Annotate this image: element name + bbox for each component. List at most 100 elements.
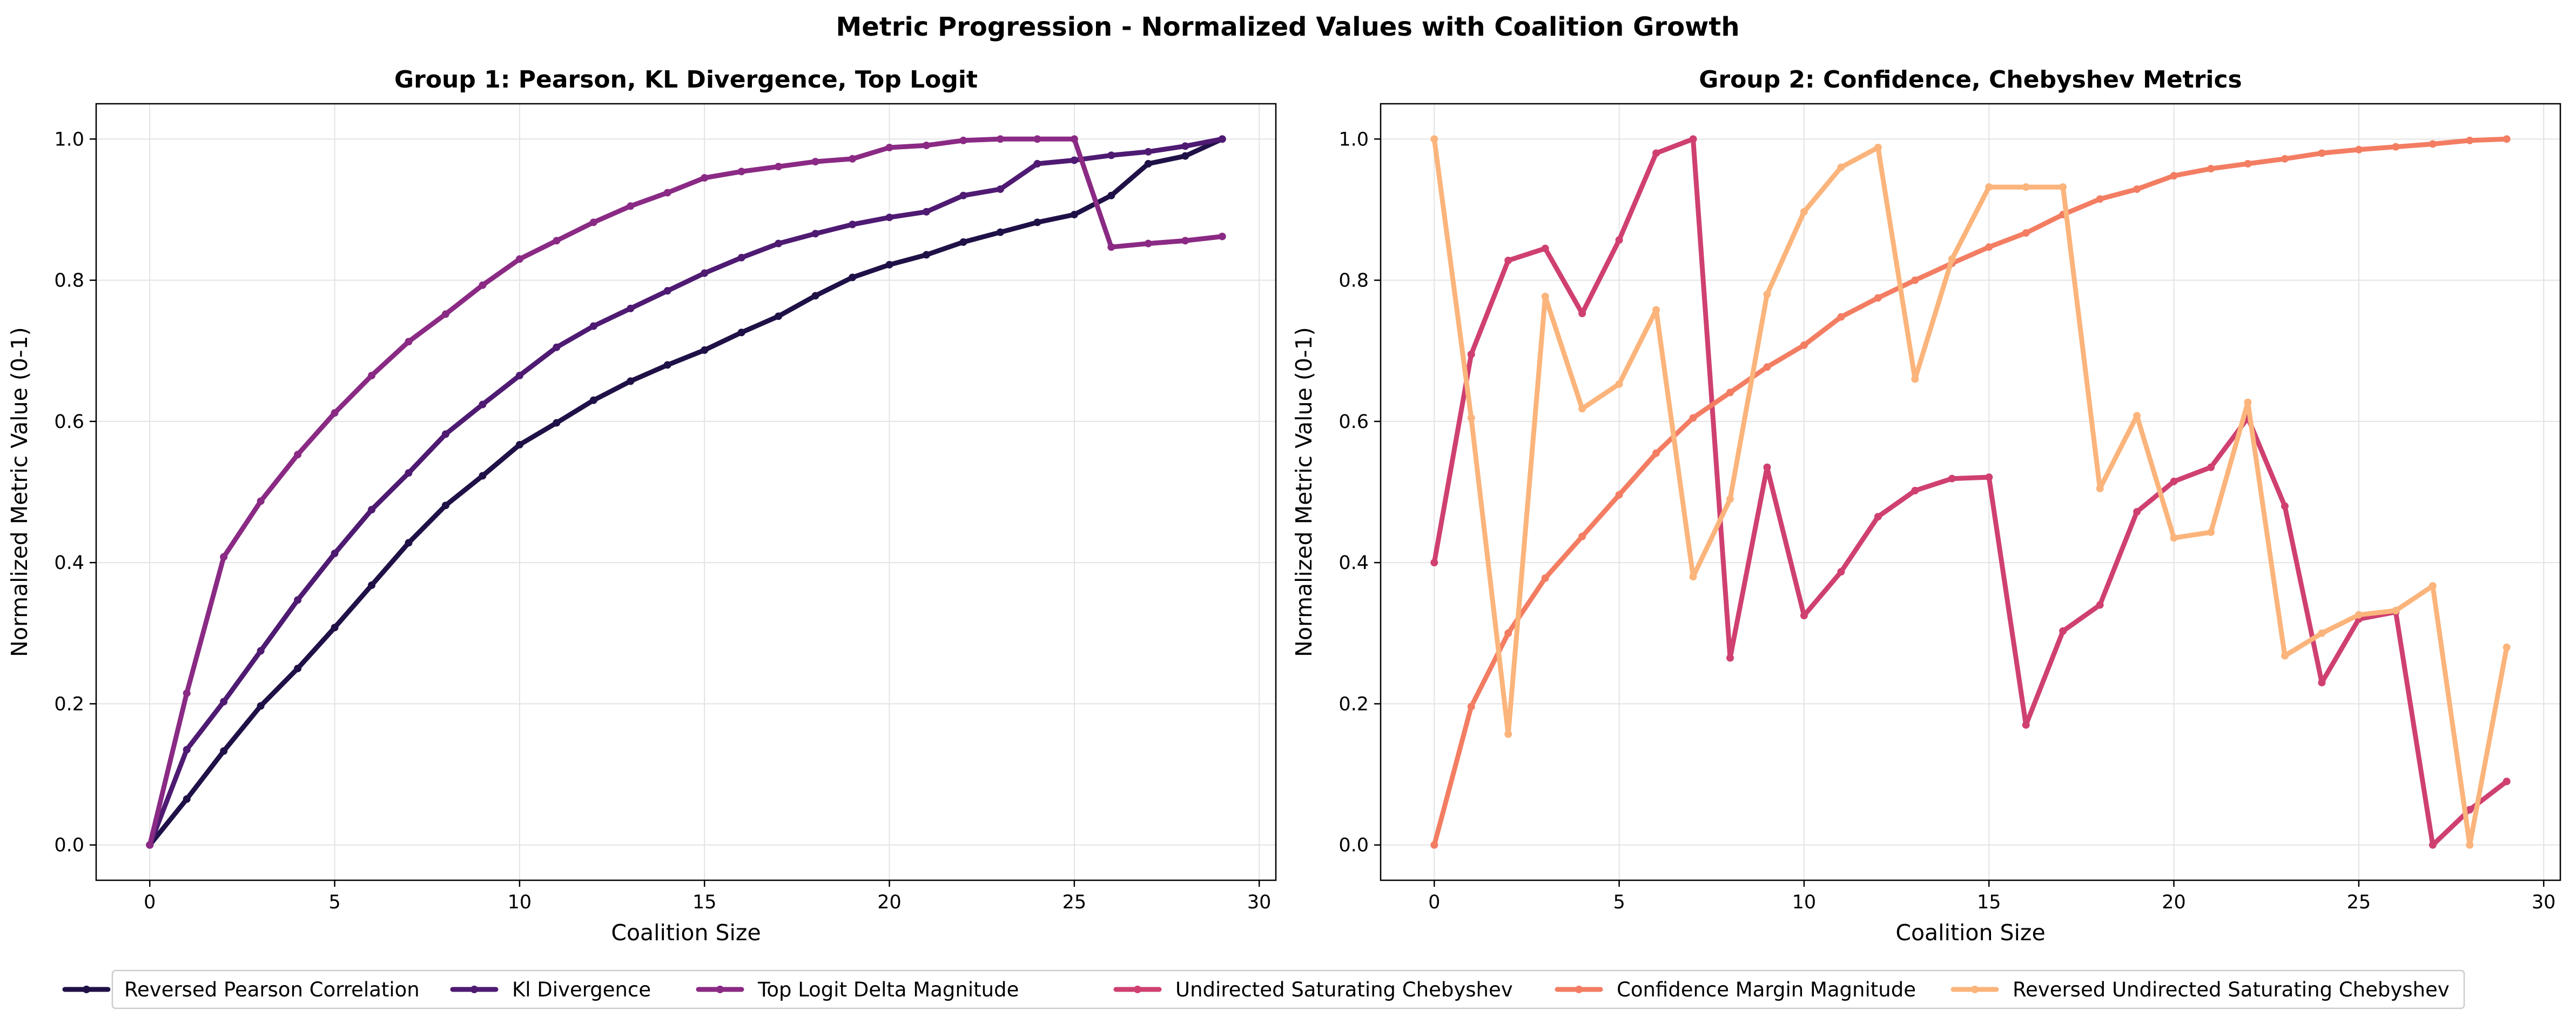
chart1-series-3-point [294, 451, 302, 459]
chart2-series-2-point [2392, 143, 2400, 151]
chart1-series-2-point [257, 647, 265, 655]
chart1-series-2-point [959, 191, 967, 199]
chart2-series-2-point [2207, 165, 2215, 173]
chart2-series-3-point [2207, 528, 2215, 536]
chart1-x-tick-label: 25 [1062, 892, 1087, 913]
chart1-series-3-point [257, 497, 265, 505]
chart1-series-1-point [1144, 160, 1152, 168]
chart2-series-2-point [1911, 276, 1919, 284]
chart1-title: Group 1: Pearson, KL Divergence, Top Log… [394, 66, 978, 93]
chart2-series-2-point [1689, 414, 1697, 422]
chart2-series-2-point [1430, 841, 1438, 849]
chart2-y-tick-label: 0.2 [1339, 693, 1369, 715]
chart1-series-3-point [775, 163, 783, 171]
figure-title: Metric Progression - Normalized Values w… [836, 12, 1739, 42]
chart1-series-2-point [737, 253, 745, 262]
chart1-series-3-point [1107, 243, 1115, 251]
chart1-series-1-point [405, 539, 413, 547]
chart-panel-group-2: 0 5 10 15 20 25 30 0.0 0.2 0.4 0.6 0.8 1.0 Group 2: C… [1291, 66, 2561, 946]
chart1-series-2-point [441, 430, 449, 438]
chart1-series-3-point [1218, 232, 1226, 240]
chart2-series-2-point [1726, 389, 1734, 397]
chart1-series-2-point [1144, 148, 1152, 156]
chart2-series-2-point [1578, 532, 1586, 540]
chart1-series-3-point [1070, 135, 1078, 143]
legend-marker-3 [716, 986, 724, 993]
chart2-series-2-point [2281, 155, 2289, 163]
chart2-series-line-1 [1431, 136, 2510, 848]
chart-panel-group-1: 0 5 10 15 20 25 30 0.0 0.2 0.4 0.6 0.8 1.0 Group 1: P… [6, 66, 1277, 946]
chart2-y-tick-label: 0.8 [1339, 270, 1369, 292]
chart1-series-1-point [441, 501, 449, 510]
chart1-series-2-point [1181, 142, 1189, 150]
chart2-series-2-point [2429, 140, 2437, 148]
chart1-series-1-point [775, 312, 783, 320]
chart2-x-tick-label: 15 [1977, 892, 2001, 913]
legend-label-3: Top Logit Delta Magnitude [757, 978, 1019, 1001]
chart2-series-3-point [1541, 292, 1549, 300]
chart2-series-1-point [2133, 508, 2141, 516]
chart2-series-1-point [1541, 244, 1549, 252]
chart1-series-2-point [553, 343, 561, 351]
chart2-y-axis-label: Normalized Metric Value (0-1) [1291, 327, 1317, 657]
chart1-series-2-point [1070, 156, 1078, 164]
chart1-series-1-point [737, 329, 745, 337]
chart1-series-3-point [923, 142, 931, 150]
chart2-series-1-point [1615, 236, 1623, 244]
chart1-series-2-point [220, 698, 228, 706]
legend-marker-6 [1971, 986, 1979, 993]
chart2-series-3-point [1911, 375, 1919, 383]
chart1-series-1-point [849, 273, 857, 282]
chart2-y-tick-label: 0.0 [1339, 835, 1369, 856]
chart2-series-3-point [2022, 183, 2030, 191]
chart2-series-1-point [2170, 477, 2178, 485]
chart2-x-tick-label: 0 [1428, 892, 1440, 913]
chart2-series-1-point [2096, 601, 2104, 609]
chart2-series-1-point [2281, 502, 2289, 510]
chart1-series-3-point [589, 218, 597, 226]
chart1-x-tick-label: 15 [692, 892, 717, 913]
chart1-series-3-point [849, 155, 857, 163]
chart1-series-3-point [737, 168, 745, 176]
chart2-series-3-point [1874, 143, 1882, 151]
chart1-series-1-point [627, 377, 635, 385]
chart2-series-1-point [2466, 806, 2474, 814]
chart1-series-2-point [294, 596, 302, 604]
chart2-series-1-point [1726, 654, 1734, 662]
chart1-series-3-point [479, 281, 487, 289]
chart1-series-3-point [515, 255, 523, 263]
chart2-series-3-point [1430, 135, 1438, 143]
chart2-series-3-point [2133, 412, 2141, 420]
chart2-series-1-point [1763, 463, 1771, 471]
chart1-series-2-point [701, 269, 709, 277]
chart1-series-2-point [405, 469, 413, 477]
chart2-series-3-point [2466, 841, 2474, 849]
chart1-series-3-point [146, 841, 154, 849]
chart2-series-2-point [1615, 491, 1623, 499]
chart1-x-tick-label: 10 [508, 892, 532, 913]
chart2-series-1-point [1689, 135, 1697, 143]
chart2-series-1-point [2429, 841, 2437, 849]
chart2-series-2-point [1985, 243, 1993, 251]
chart1-series-line-3 [147, 136, 1225, 848]
chart1-y-tick-label: 0.4 [54, 552, 84, 574]
chart2-series-2-point [1837, 313, 1845, 321]
chart2-series-3-point [2059, 183, 2067, 191]
chart2-y-tick-label: 0.6 [1339, 411, 1369, 433]
chart1-series-3-point [183, 689, 191, 697]
chart1-series-1-point [553, 419, 561, 427]
chart2-series-2-point [2022, 229, 2030, 237]
chart1-y-tick-label: 1.0 [54, 129, 84, 150]
chart1-series-3-point [368, 371, 376, 379]
chart1-series-1-point [479, 472, 487, 480]
chart1-series-3-point [1144, 239, 1152, 247]
chart2-x-tick-label: 30 [2532, 892, 2556, 913]
legend-marker-4 [1134, 986, 1141, 993]
chart2-series-2-point [2133, 185, 2141, 193]
chart2-series-line-3 [1431, 136, 2510, 848]
chart2-x-tick-label: 5 [1613, 892, 1625, 913]
legend-marker-1 [83, 986, 90, 993]
chart2-series-3-point [2429, 582, 2437, 590]
chart2-series-2-point [1874, 294, 1882, 302]
